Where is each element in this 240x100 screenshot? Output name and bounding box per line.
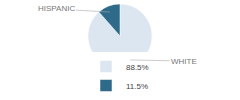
svg-text:11.5%: 11.5% (126, 82, 148, 91)
svg-text:WHITE: WHITE (171, 57, 197, 66)
svg-text:HISPANIC: HISPANIC (38, 4, 75, 13)
svg-text:88.5%: 88.5% (126, 63, 149, 72)
